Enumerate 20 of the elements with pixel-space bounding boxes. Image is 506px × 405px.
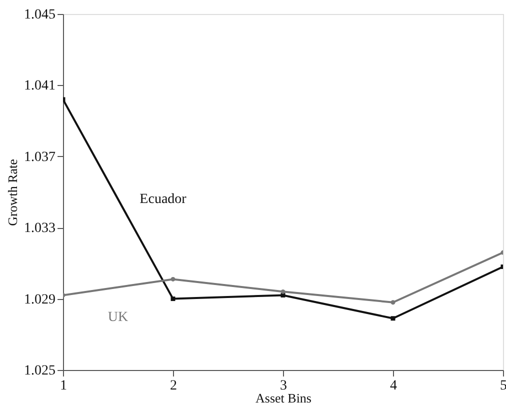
point xyxy=(390,300,396,305)
y-tick-label: 1.041 xyxy=(24,78,56,94)
y-tick-label: 1.029 xyxy=(24,292,56,308)
y-tick-label: 1.045 xyxy=(24,8,56,22)
x-axis-title: Asset Bins xyxy=(256,390,312,405)
x-tick-label: 3 xyxy=(280,378,287,394)
x-tick-label: 1 xyxy=(60,378,67,394)
y-tick-label: 1.033 xyxy=(24,221,56,236)
y-axis-title: Growth Rate xyxy=(5,158,20,226)
x-tick-label: 2 xyxy=(170,378,177,394)
point xyxy=(280,289,286,294)
line-series xyxy=(63,250,503,305)
y-tick-label: 1.025 xyxy=(24,364,56,378)
y-tick-label: 1.037 xyxy=(24,150,56,165)
series-label: Ecuador xyxy=(140,192,187,208)
series-label: UK xyxy=(108,310,128,326)
x-tick-label: 4 xyxy=(390,378,397,394)
point xyxy=(170,296,176,302)
point xyxy=(170,276,176,282)
point xyxy=(390,316,396,321)
